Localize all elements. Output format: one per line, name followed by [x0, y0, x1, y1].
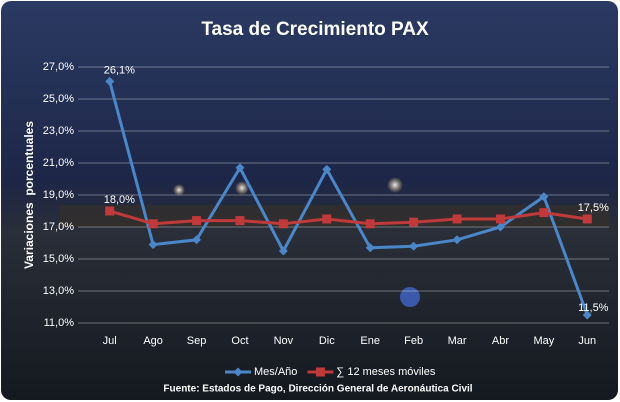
- y-tick-label: 21,0%: [43, 157, 74, 169]
- legend-label: ∑ 12 meses móviles: [336, 366, 435, 378]
- point: [452, 235, 462, 245]
- x-tick-label: Abr: [492, 335, 509, 347]
- point: [322, 164, 332, 174]
- point: [539, 208, 549, 218]
- data-label: 26,1%: [104, 64, 135, 76]
- data-label: 17,5%: [578, 202, 609, 214]
- series-line: [108, 81, 589, 316]
- x-tick-label: Mar: [448, 335, 467, 347]
- light: [387, 177, 403, 193]
- chart-title: Tasa de Crecimiento PAX: [201, 19, 429, 40]
- x-tick-label: Jul: [103, 335, 117, 347]
- point: [278, 246, 288, 256]
- light: [400, 287, 420, 307]
- data-label: 18,0%: [104, 194, 135, 206]
- point: [235, 216, 245, 226]
- point: [105, 206, 115, 216]
- legend-label: Mes/Año: [254, 366, 297, 378]
- x-tick-label: Dic: [319, 335, 335, 347]
- light: [173, 184, 185, 196]
- x-tick-label: Oct: [231, 335, 248, 347]
- light: [235, 181, 249, 195]
- legend-marker: [315, 367, 325, 377]
- point: [105, 76, 115, 86]
- point: [495, 214, 505, 224]
- y-tick-label: 19,0%: [43, 189, 74, 201]
- y-tick-label: 13,0%: [43, 285, 74, 297]
- legend-marker: [233, 367, 243, 377]
- y-tick-label: 27,0%: [43, 61, 74, 73]
- y-axis-label: Variaciones porcentuales: [22, 121, 36, 269]
- point: [452, 214, 462, 224]
- point: [192, 216, 202, 226]
- x-tick-label: Jun: [578, 335, 596, 347]
- point: [365, 219, 375, 229]
- point: [409, 241, 419, 251]
- point: [582, 214, 592, 224]
- point: [365, 243, 375, 253]
- y-tick-label: 23,0%: [43, 125, 74, 137]
- point: [495, 222, 505, 232]
- y-tick-label: 25,0%: [43, 93, 74, 105]
- x-tick-label: Ago: [143, 335, 163, 347]
- x-tick-label: Feb: [404, 335, 423, 347]
- x-tick-label: Ene: [360, 335, 380, 347]
- x-tick-label: Sep: [187, 335, 207, 347]
- series-line: [109, 209, 588, 226]
- y-tick-label: 15,0%: [43, 253, 74, 265]
- point: [322, 214, 332, 224]
- x-tick-label: May: [533, 335, 554, 347]
- point: [148, 240, 158, 250]
- y-tick-label: 17,0%: [43, 221, 74, 233]
- point: [278, 219, 288, 229]
- point: [582, 310, 592, 320]
- point: [148, 219, 158, 229]
- point: [409, 217, 419, 227]
- point: [192, 235, 202, 245]
- source: Fuente: Estados de Pago, Dirección Gener…: [163, 384, 472, 395]
- point: [539, 192, 549, 202]
- x-tick-label: Nov: [274, 335, 294, 347]
- y-tick-label: 11,0%: [44, 317, 75, 329]
- point: [235, 163, 245, 173]
- data-label: 11,5%: [578, 302, 609, 314]
